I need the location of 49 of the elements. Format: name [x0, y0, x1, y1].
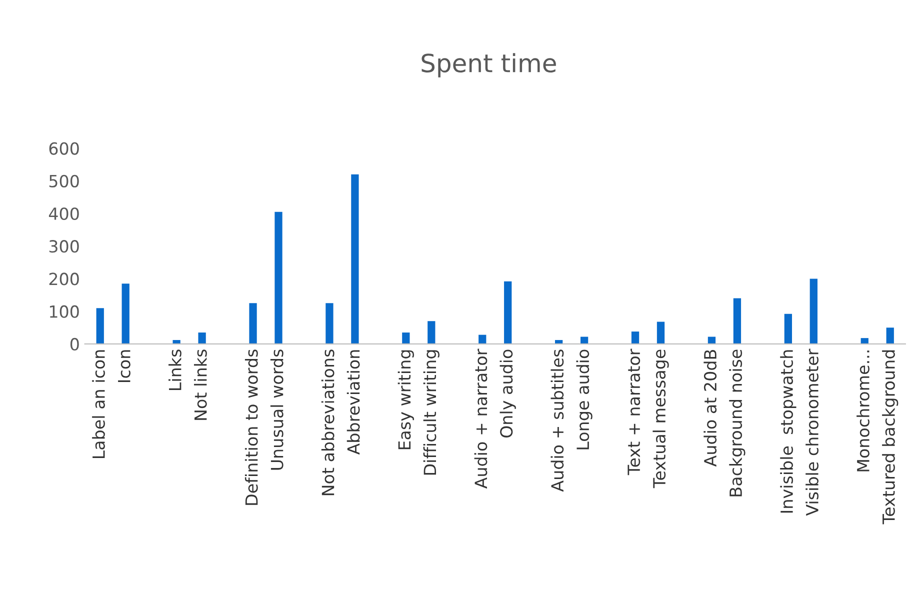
bar: [326, 303, 334, 344]
bar: [810, 278, 818, 344]
x-tick-label: Definition to words: [244, 350, 258, 505]
bar: [402, 332, 410, 344]
x-tick-label: Unusual words: [270, 350, 284, 470]
x-tick-label: Label an icon: [92, 350, 105, 458]
x-tick-label: Audio + subtitles: [550, 350, 564, 492]
chart-title: Spent time: [422, 53, 556, 78]
y-tick-label: 400: [48, 207, 79, 220]
bar: [249, 303, 257, 344]
x-tick-label: Not links: [194, 350, 207, 420]
x-tick-label: Text + narrator: [628, 348, 640, 476]
x-tick-label: Difficult writing: [423, 350, 440, 475]
bar: [122, 284, 130, 344]
bar: [96, 308, 104, 344]
bar: [172, 340, 180, 344]
bar: [351, 174, 359, 344]
y-tick-label: 200: [49, 272, 79, 286]
x-tick-label: Easy writing: [398, 350, 414, 450]
bar: [198, 332, 206, 344]
x-tick-label: Invisible stopwatch: [780, 350, 796, 513]
bar: [274, 212, 282, 344]
bar: [478, 334, 486, 344]
x-tick-label: Monochrome...: [856, 350, 870, 472]
bar: [860, 338, 868, 344]
x-tick-label: Links: [168, 350, 182, 390]
x-tick-label: Audio + narrator: [474, 348, 488, 489]
bar: [428, 321, 436, 344]
y-tick-label: 500: [49, 174, 79, 188]
x-tick-label: Longe audio: [576, 350, 592, 450]
x-tick-label: Textual message: [652, 350, 669, 488]
bar: [504, 281, 512, 344]
bar: [631, 332, 640, 344]
bar: [886, 328, 894, 344]
x-tick-label: Icon: [118, 350, 130, 382]
x-tick-label: Visible chronometer: [806, 348, 818, 516]
x-tick-label: Audio at 20dB: [704, 350, 717, 467]
bar: [784, 314, 792, 344]
x-tick-label: Background noise: [729, 350, 746, 496]
y-tick-label: 100: [50, 305, 79, 318]
y-tick-label: 0: [70, 338, 79, 351]
x-tick-label: Abbreviation: [346, 350, 360, 455]
x-tick-label: Textured background: [882, 350, 898, 524]
bar: [656, 322, 665, 344]
x-tick-label: Not abbreviations: [321, 350, 334, 496]
y-tick-label: 600: [49, 142, 79, 155]
y-tick-label: 300: [49, 240, 79, 253]
x-tick-label: Only audio: [500, 350, 516, 438]
bar: [733, 298, 742, 344]
